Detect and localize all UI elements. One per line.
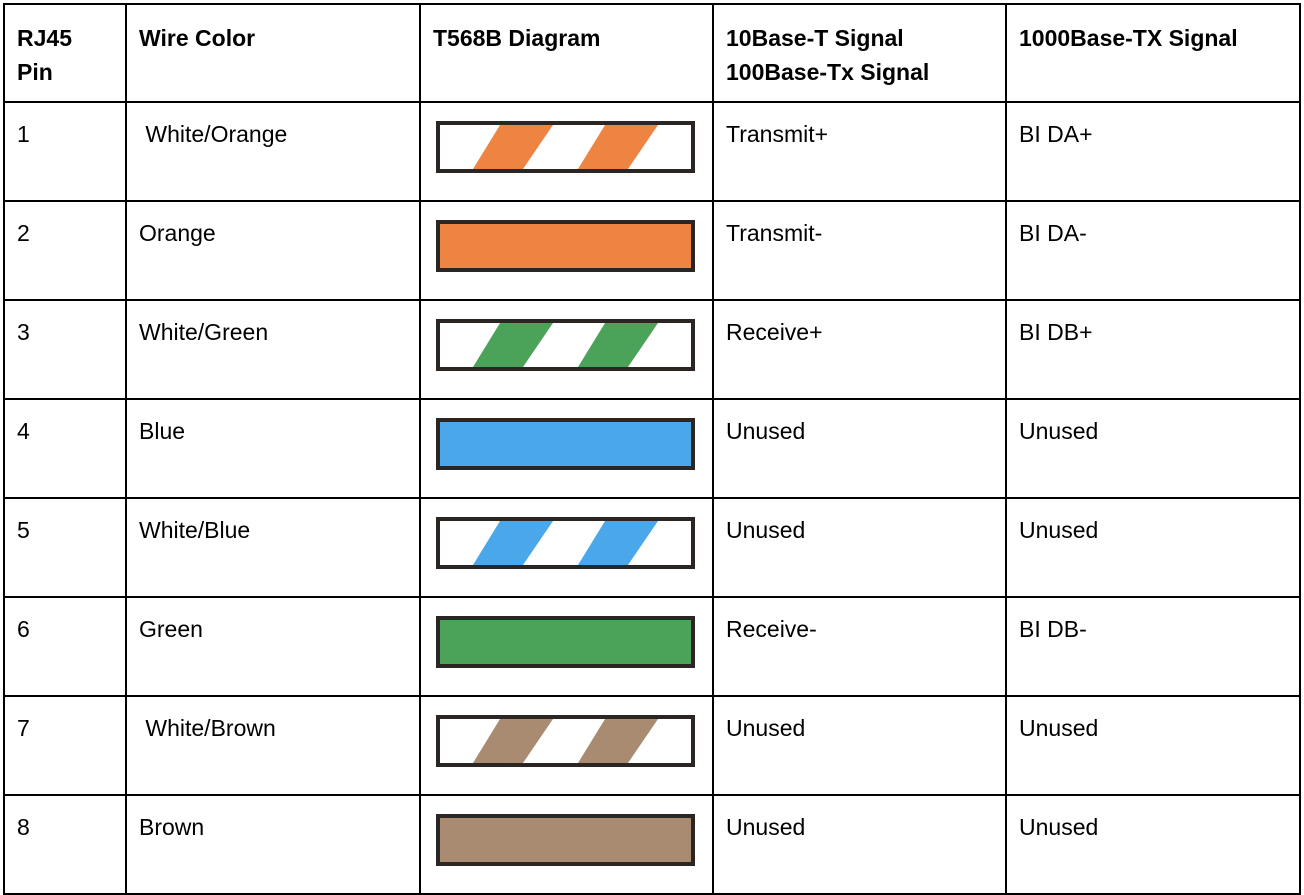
wire-color-cell: Brown [125, 794, 421, 895]
striped-wire-icon [436, 715, 695, 767]
wire-color-cell: Orange [125, 200, 421, 301]
solid-wire-icon [436, 220, 695, 272]
signal-1000-cell: BI DA- [1005, 200, 1301, 301]
wire-body [436, 418, 695, 470]
solid-wire-icon [436, 616, 695, 668]
solid-wire-icon [436, 814, 695, 866]
signal-10-100-cell: Unused [712, 794, 1007, 895]
pin-cell: 1 [3, 101, 127, 202]
table-row: 8 Brown Unused Unused [3, 794, 1301, 895]
header-diagram: T568B Diagram [419, 3, 714, 103]
pin-cell: 5 [3, 497, 127, 598]
header-signal-line1: 10Base-T Signal [726, 25, 904, 51]
wire-body [436, 220, 695, 272]
table-row: 4 Blue Unused Unused [3, 398, 1301, 499]
diagram-cell [419, 596, 714, 697]
header-pin-line1: RJ45 [17, 25, 72, 51]
wire-outline [436, 517, 695, 569]
wire-outline [436, 121, 695, 173]
header-pin: RJ45 Pin [3, 3, 127, 103]
signal-10-100-cell: Unused [712, 695, 1007, 796]
table-row: 3 White/Green Receive+ BI DB+ [3, 299, 1301, 400]
table-row: 7 White/Brown Unused Unused [3, 695, 1301, 796]
wire-color-cell: White/Orange [125, 101, 421, 202]
table-row: 1 White/Orange Transmit+ BI DA+ [3, 101, 1301, 202]
diagram-cell [419, 200, 714, 301]
signal-1000-cell: Unused [1005, 497, 1301, 598]
table-row: 6 Green Receive- BI DB- [3, 596, 1301, 697]
wire-color-cell: White/Blue [125, 497, 421, 598]
diagram-cell [419, 299, 714, 400]
signal-1000-cell: BI DB+ [1005, 299, 1301, 400]
wire-color-cell: Blue [125, 398, 421, 499]
header-row: RJ45 Pin Wire Color T568B Diagram 10Base-… [3, 3, 1301, 103]
header-10-100-signal: 10Base-T Signal 100Base-Tx Signal [712, 3, 1007, 103]
wire-outline [436, 319, 695, 371]
striped-wire-icon [436, 121, 695, 173]
pin-cell: 4 [3, 398, 127, 499]
striped-wire-icon [436, 319, 695, 371]
wire-stripe [473, 719, 553, 763]
header-pin-line2: Pin [17, 59, 53, 85]
signal-10-100-cell: Receive+ [712, 299, 1007, 400]
diagram-cell [419, 497, 714, 598]
header-1000-signal: 1000Base-TX Signal [1005, 3, 1301, 103]
wire-outline [436, 715, 695, 767]
pinout-table: RJ45 Pin Wire Color T568B Diagram 10Base-… [3, 3, 1301, 895]
wire-stripe [578, 719, 658, 763]
pin-cell: 8 [3, 794, 127, 895]
wire-stripe [578, 521, 658, 565]
wire-color-cell: Green [125, 596, 421, 697]
wire-stripe [473, 323, 553, 367]
wire-stripe [473, 125, 553, 169]
pin-cell: 2 [3, 200, 127, 301]
signal-10-100-cell: Transmit- [712, 200, 1007, 301]
diagram-cell [419, 101, 714, 202]
signal-10-100-cell: Transmit+ [712, 101, 1007, 202]
signal-1000-cell: BI DB- [1005, 596, 1301, 697]
diagram-cell [419, 695, 714, 796]
signal-10-100-cell: Receive- [712, 596, 1007, 697]
header-wire-color: Wire Color [125, 3, 421, 103]
signal-10-100-cell: Unused [712, 398, 1007, 499]
signal-1000-cell: BI DA+ [1005, 101, 1301, 202]
wire-body [436, 814, 695, 866]
diagram-cell [419, 398, 714, 499]
diagram-cell [419, 794, 714, 895]
pin-cell: 6 [3, 596, 127, 697]
header-signal-line2: 100Base-Tx Signal [726, 59, 930, 85]
pin-cell: 7 [3, 695, 127, 796]
wire-color-cell: White/Green [125, 299, 421, 400]
wire-stripe [473, 521, 553, 565]
signal-1000-cell: Unused [1005, 398, 1301, 499]
wire-stripe [578, 323, 658, 367]
wire-body [436, 616, 695, 668]
solid-wire-icon [436, 418, 695, 470]
table-row: 2 Orange Transmit- BI DA- [3, 200, 1301, 301]
wire-color-cell: White/Brown [125, 695, 421, 796]
pin-cell: 3 [3, 299, 127, 400]
striped-wire-icon [436, 517, 695, 569]
signal-10-100-cell: Unused [712, 497, 1007, 598]
signal-1000-cell: Unused [1005, 695, 1301, 796]
wire-stripe [578, 125, 658, 169]
table-row: 5 White/Blue Unused Unused [3, 497, 1301, 598]
signal-1000-cell: Unused [1005, 794, 1301, 895]
